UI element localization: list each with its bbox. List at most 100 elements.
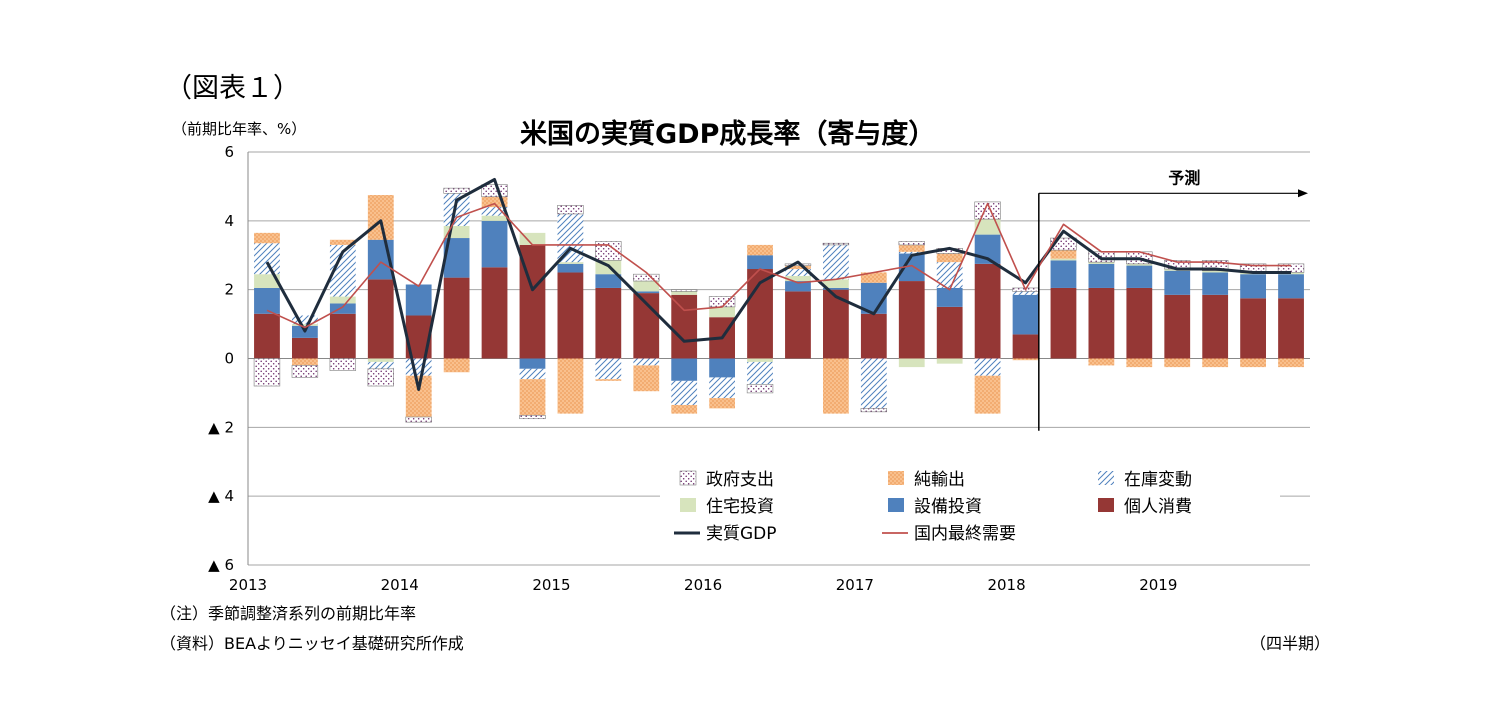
bar-nx xyxy=(898,244,925,252)
bar-nx xyxy=(1240,358,1267,368)
bar-stk xyxy=(557,213,584,263)
bar-pc xyxy=(898,281,925,359)
bar-stk xyxy=(595,358,622,380)
bar-nx xyxy=(1012,358,1039,361)
y-tick-label: 6 xyxy=(224,143,234,161)
bar-gov xyxy=(519,414,546,420)
bar-nx xyxy=(822,358,849,414)
bar-pc xyxy=(1164,294,1191,359)
bar-nx xyxy=(1126,358,1153,368)
bar-pc xyxy=(860,313,887,359)
legend-swatch-pc xyxy=(1098,498,1114,512)
bar-pc xyxy=(1126,287,1153,359)
bar-inv xyxy=(1088,263,1115,288)
bar-pc xyxy=(329,313,356,359)
bar-nx xyxy=(1202,358,1229,368)
forecast-arrowhead xyxy=(1298,189,1308,198)
bar-inv xyxy=(671,358,698,381)
y-tick-label: ▲ 4 xyxy=(208,487,234,505)
bar-res xyxy=(557,262,584,264)
legend-swatch-gov xyxy=(679,470,697,486)
legend-swatch-nx xyxy=(888,471,904,485)
bar-res xyxy=(1278,272,1304,275)
bar-gov xyxy=(291,365,319,378)
line-gdp xyxy=(265,178,1291,391)
bar-res xyxy=(633,281,660,292)
bar-res xyxy=(936,358,963,364)
figure-label: （図表１） xyxy=(165,73,300,104)
chart-title: 米国の実質GDP成長率（寄与度） xyxy=(520,119,936,150)
bar-nx xyxy=(405,375,432,418)
bar-nx xyxy=(633,365,660,392)
bar-gov xyxy=(784,263,812,266)
bar-res xyxy=(974,219,1001,235)
bar-pc xyxy=(1050,287,1077,359)
bar-stk xyxy=(860,358,887,409)
bar-stk xyxy=(291,315,318,325)
bar-pc xyxy=(785,291,811,359)
bar-gov xyxy=(746,384,774,394)
bar-res xyxy=(367,358,394,362)
y-tick-label: 0 xyxy=(224,350,234,368)
bar-stk xyxy=(633,358,660,366)
bar-gov xyxy=(898,241,925,246)
legend-label-gdp: 実質GDP xyxy=(706,524,777,544)
bar-inv xyxy=(519,358,546,369)
bar-res xyxy=(747,358,773,362)
bar-nx xyxy=(557,358,584,414)
bar-gov xyxy=(253,358,281,387)
bar-stk xyxy=(519,368,546,380)
bar-inv xyxy=(1012,294,1039,335)
legend-label-dfd: 国内最終需要 xyxy=(914,524,1016,544)
bar-res xyxy=(254,274,280,288)
x-tick-label: 2015 xyxy=(532,576,570,594)
bar-stk xyxy=(974,358,1001,376)
bar-res xyxy=(443,225,470,239)
bar-gov xyxy=(595,241,622,261)
legend-swatch-inv xyxy=(888,498,904,512)
bar-res xyxy=(1088,262,1115,264)
bar-gov xyxy=(443,187,470,194)
legend-label-gov: 政府支出 xyxy=(706,470,774,490)
legend-box xyxy=(660,462,1280,550)
bar-nx xyxy=(709,398,736,409)
bar-inv xyxy=(1240,274,1267,299)
forecast-marker: 予測 xyxy=(1038,168,1308,431)
bar-inv xyxy=(1202,272,1229,295)
bar-nx xyxy=(860,272,887,283)
bar-pc xyxy=(974,263,1001,359)
x-axis-ticks: 2013 2014 2015 2016 2017 2018 2019 xyxy=(229,576,1177,594)
bar-inv xyxy=(785,281,811,292)
bar-inv xyxy=(1050,260,1077,288)
bar-pc xyxy=(443,277,470,359)
y-tick-label: ▲ 2 xyxy=(208,418,234,436)
x-tick-label: 2019 xyxy=(1139,576,1177,594)
bar-nx xyxy=(671,404,698,414)
legend-label-inv: 設備投資 xyxy=(914,497,982,517)
bar-pc xyxy=(595,287,622,359)
bar-pc xyxy=(1202,294,1229,359)
bar-stk xyxy=(481,207,508,216)
bar-stk xyxy=(254,243,280,275)
bar-nx xyxy=(1278,358,1304,368)
bar-res xyxy=(898,358,925,368)
bar-inv xyxy=(254,287,280,314)
bar-inv xyxy=(557,263,584,273)
bar-stk xyxy=(898,251,925,254)
bar-inv xyxy=(936,287,963,307)
bar-res xyxy=(671,291,698,295)
bar-nx xyxy=(1164,358,1191,368)
bar-inv xyxy=(481,220,508,268)
bar-stk xyxy=(747,361,773,385)
bar-stk xyxy=(785,269,811,276)
bar-res xyxy=(481,215,508,221)
bar-stk xyxy=(443,193,470,226)
bar-gov xyxy=(557,205,584,215)
bar-inv xyxy=(1278,274,1304,299)
bar-stk xyxy=(709,377,736,399)
bar-gov xyxy=(481,184,508,198)
bar-res xyxy=(822,279,849,288)
bar-nx xyxy=(443,358,470,373)
